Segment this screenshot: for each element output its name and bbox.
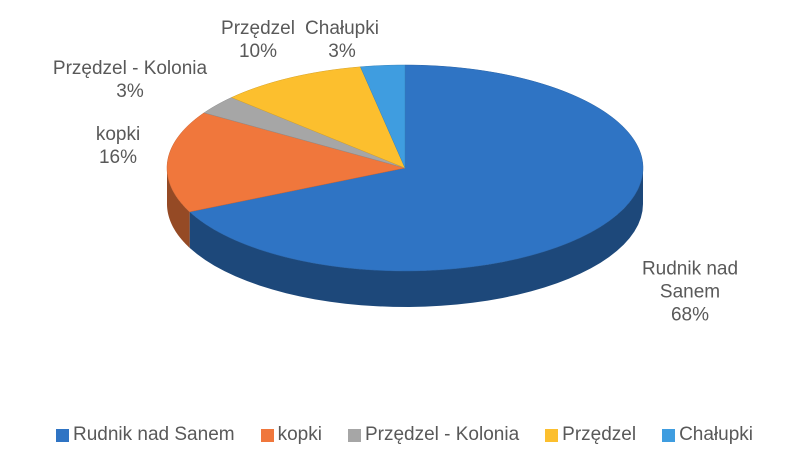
label-name: Przędzel - Kolonia xyxy=(52,58,208,79)
legend-swatch xyxy=(55,428,69,442)
legend-swatch xyxy=(347,428,361,442)
slice xyxy=(230,66,406,169)
legend-item: Rudnik nad Sanem xyxy=(55,424,235,446)
legend-item: kopki xyxy=(260,424,322,446)
slice-side xyxy=(189,168,643,307)
label-value: 10% xyxy=(238,41,278,62)
legend: Rudnik nad Sanem kopki Przędzel - Kolonia P… xyxy=(0,424,809,446)
legend-swatch xyxy=(545,428,559,442)
legend-label: Przędzel xyxy=(562,424,637,445)
legend-label: kopki xyxy=(277,424,322,445)
data-label: Rudnik nad Sanem 68% xyxy=(630,258,750,327)
data-label: Przędzel - Kolonia 3% xyxy=(20,57,240,103)
legend-label: Chałupki xyxy=(679,424,754,445)
label-name: Rudnik nad Sanem xyxy=(641,258,739,303)
label-name: kopki xyxy=(95,124,141,145)
legend-label: Rudnik nad Sanem xyxy=(72,424,235,445)
legend-label: Przędzel - Kolonia xyxy=(364,424,520,445)
slice xyxy=(360,64,406,169)
legend-swatch xyxy=(662,428,676,442)
data-label: Przędzel 10% xyxy=(208,17,308,63)
data-label: Chałupki 3% xyxy=(292,17,392,63)
legend-item: Przędzel - Kolonia xyxy=(347,424,520,446)
legend-item: Chałupki xyxy=(662,424,753,446)
slice xyxy=(166,112,406,213)
label-name: Przędzel xyxy=(221,18,295,39)
label-value: 3% xyxy=(116,81,144,102)
legend-swatch xyxy=(260,428,274,442)
data-label: kopki 16% xyxy=(78,123,158,169)
legend-item: Przędzel xyxy=(545,424,636,446)
label-value: 68% xyxy=(670,304,710,326)
slice xyxy=(203,97,406,169)
slice-side xyxy=(167,168,190,248)
label-name: Chałupki xyxy=(305,18,379,39)
pie-area xyxy=(166,64,644,307)
label-value: 16% xyxy=(98,147,138,168)
label-value: 3% xyxy=(328,41,356,62)
slice xyxy=(189,64,644,272)
